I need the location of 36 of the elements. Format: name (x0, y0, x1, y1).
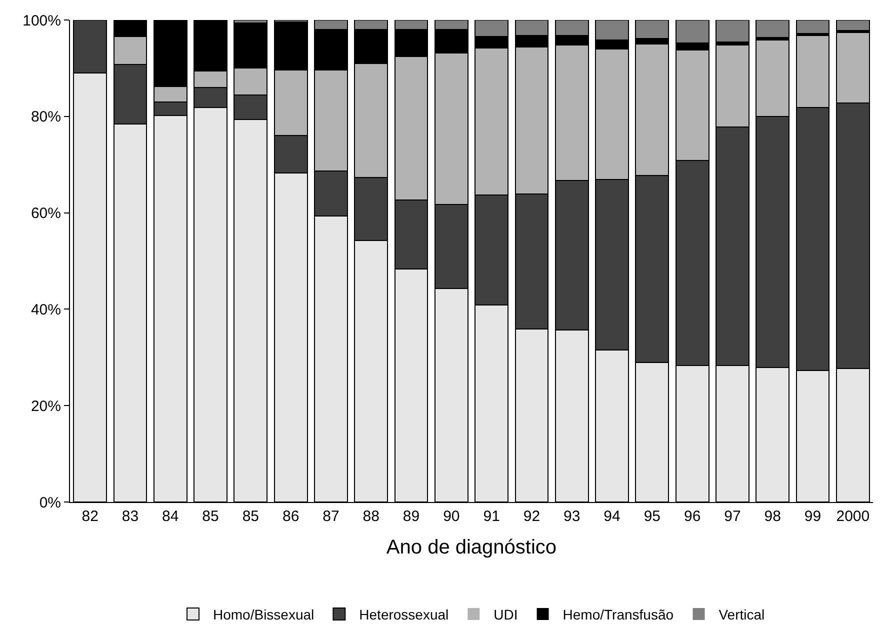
bar (796, 20, 830, 34)
legend-label: Vertical (718, 606, 765, 622)
x-tick-label: 96 (684, 508, 701, 525)
x-tick-label: 2000 (836, 508, 870, 525)
x-axis-title: Ano de diagnóstico (386, 536, 557, 558)
x-tick-label: 89 (402, 508, 420, 525)
bar (836, 20, 870, 32)
x-tick-label: 83 (122, 508, 139, 525)
x-tick-label: 98 (764, 508, 781, 525)
bar (756, 20, 790, 38)
x-tick-label: 97 (724, 508, 741, 525)
x-tick-label: 84 (162, 508, 179, 525)
x-tick-label: 93 (564, 508, 580, 525)
x-tick-label: 91 (483, 508, 500, 525)
y-tick-label: 100% (22, 12, 61, 30)
x-tick-label: 82 (82, 508, 98, 525)
x-tick-label: 94 (604, 508, 620, 525)
x-tick-label: 87 (322, 508, 340, 525)
y-tick-label: 0% (39, 494, 61, 512)
x-tick-label: 86 (282, 508, 300, 525)
x-tick-label: 85 (202, 508, 219, 525)
legend-label: Hemo/Transfusão (562, 606, 674, 622)
x-tick-label: 95 (644, 508, 661, 525)
y-tick-label: 80% (30, 108, 61, 126)
y-tick-label: 40% (30, 301, 61, 318)
x-tick-label: 99 (804, 508, 822, 525)
legend-label: Heterossexual (359, 606, 449, 622)
y-tick-label: 20% (30, 398, 61, 415)
x-tick-label: 85 (242, 508, 260, 525)
legend-label: Homo/Bissexual (213, 606, 314, 622)
bar (716, 20, 750, 43)
y-tick-label: 60% (30, 205, 61, 222)
x-tick-label: 92 (523, 508, 540, 525)
x-tick-label: 90 (443, 508, 460, 525)
x-tick-label: 88 (362, 508, 380, 525)
legend-label: UDI (494, 606, 518, 622)
